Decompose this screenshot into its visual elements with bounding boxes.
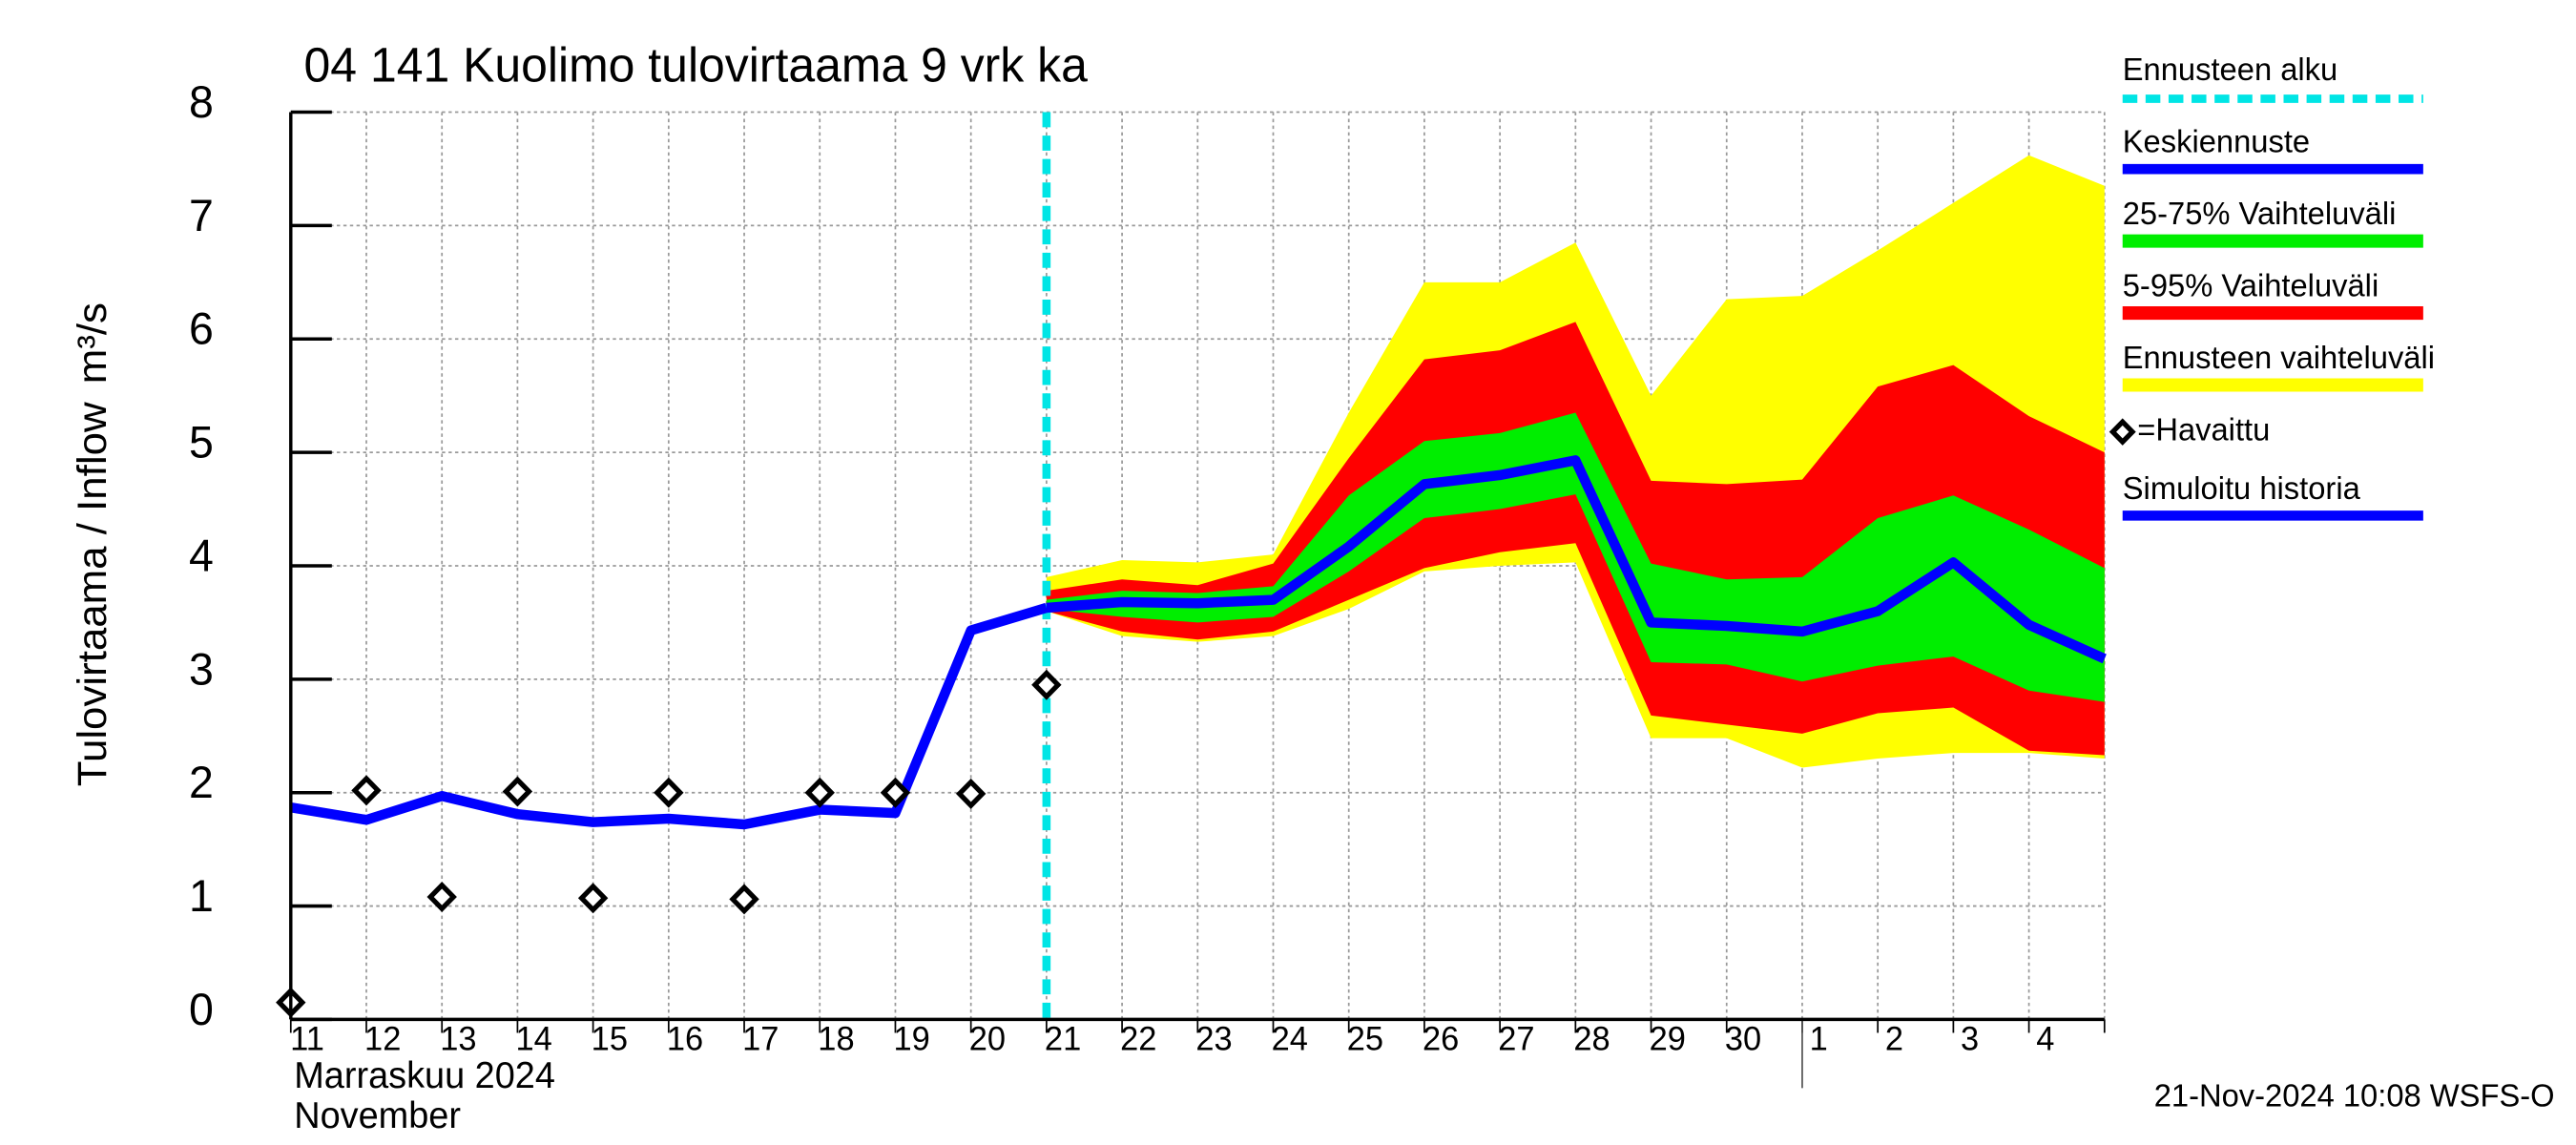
x-tick-label: 27 xyxy=(1498,1021,1534,1057)
x-tick-label: 22 xyxy=(1120,1021,1156,1057)
x-tick-label: 28 xyxy=(1573,1021,1610,1057)
x-tick-label: 26 xyxy=(1423,1021,1459,1057)
legend-label: Keskiennuste xyxy=(2123,123,2310,158)
x-tick-label: 23 xyxy=(1195,1021,1232,1057)
legend-label: Simuloitu historia xyxy=(2123,470,2361,506)
x-axis-label: November xyxy=(294,1095,461,1136)
observation xyxy=(426,882,457,913)
chart-title: 04 141 Kuolimo tulovirtaama 9 vrk ka xyxy=(304,37,1089,93)
footer: 21-Nov-2024 10:08 WSFS-O xyxy=(2154,1077,2555,1113)
x-tick-label: 24 xyxy=(1272,1021,1308,1057)
y-tick-label: 1 xyxy=(189,871,214,921)
x-tick-label: 29 xyxy=(1650,1021,1686,1057)
x-tick-label: 16 xyxy=(667,1021,703,1057)
observation xyxy=(654,777,684,808)
x-tick-label: 3 xyxy=(1961,1021,1979,1057)
observation xyxy=(955,778,987,809)
x-tick-label: 15 xyxy=(592,1021,628,1057)
x-tick-label: 21 xyxy=(1045,1021,1081,1057)
x-tick-label: 25 xyxy=(1347,1021,1383,1057)
x-tick-label: 11 xyxy=(290,1021,324,1057)
y-tick-label: 7 xyxy=(189,191,214,240)
line xyxy=(1046,455,2107,664)
x-tick-label: 18 xyxy=(818,1021,854,1057)
x-tick-label: 2 xyxy=(1885,1021,1903,1057)
y-axis-label: Tulovirtaama / Inflow xyxy=(71,402,116,786)
band xyxy=(1046,412,2105,702)
y-tick-label: 0 xyxy=(189,985,214,1034)
observation xyxy=(804,777,835,808)
legend-label: =Havaittu xyxy=(2137,411,2270,447)
observation xyxy=(351,775,382,806)
y-tick-label: 4 xyxy=(189,531,214,580)
x-tick-label: 19 xyxy=(894,1021,930,1057)
observation xyxy=(729,884,759,915)
x-tick-label: 1 xyxy=(1810,1021,1828,1057)
x-tick-label: 13 xyxy=(440,1021,476,1057)
legend-label: 25-75% Vaihteluväli xyxy=(2123,196,2397,231)
line xyxy=(289,602,1049,830)
legend-label: Ennusteen alku xyxy=(2123,52,2337,87)
x-tick-label: 12 xyxy=(364,1021,401,1057)
observation xyxy=(502,776,533,807)
y-axis-unit: m³/s xyxy=(71,302,116,384)
x-tick-label: 17 xyxy=(742,1021,779,1057)
legend-label: 5-95% Vaihteluväli xyxy=(2123,267,2379,302)
observation xyxy=(577,883,609,914)
x-tick-label: 30 xyxy=(1725,1021,1761,1057)
x-tick-label: 14 xyxy=(515,1021,551,1057)
observation xyxy=(880,777,911,808)
y-tick-label: 8 xyxy=(189,77,214,127)
observation xyxy=(1031,669,1062,700)
y-tick-label: 6 xyxy=(189,303,214,353)
y-tick-label: 5 xyxy=(189,417,214,467)
x-tick-label: 4 xyxy=(2036,1021,2054,1057)
legend-marker xyxy=(2109,418,2136,446)
x-tick-label: 20 xyxy=(969,1021,1006,1057)
y-tick-label: 3 xyxy=(189,644,214,694)
legend-label: Ennusteen vaihteluväli xyxy=(2123,340,2435,375)
x-axis-label: Marraskuu 2024 xyxy=(294,1055,555,1096)
y-tick-label: 2 xyxy=(189,758,214,807)
